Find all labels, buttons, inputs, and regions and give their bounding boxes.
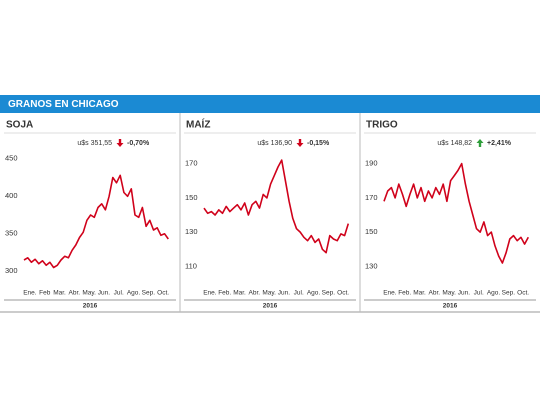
x-tick-label: Ago. <box>307 290 321 297</box>
change: -0,70% <box>127 140 150 147</box>
x-tick-label: Oct. <box>157 290 169 297</box>
x-tick-label: Jul. <box>294 290 304 297</box>
price-line <box>203 159 350 254</box>
panel-title: SOJA <box>6 120 33 131</box>
x-tick-label: May. <box>82 290 96 297</box>
x-tick-label: Sep. <box>142 290 156 297</box>
price-line <box>383 162 530 264</box>
x-tick-label: Ago. <box>127 290 141 297</box>
x-tick-label: Feb <box>39 290 51 297</box>
x-tick-label: Abr. <box>429 290 441 297</box>
y-tick-label: 110 <box>185 261 197 270</box>
x-tick-label: Jul. <box>114 290 124 297</box>
y-tick-label: 450 <box>5 154 18 163</box>
y-tick-label: 400 <box>5 191 18 200</box>
y-tick-label: 300 <box>5 266 18 275</box>
x-tick-label: Jun. <box>98 290 110 297</box>
y-tick-label: 170 <box>365 193 378 202</box>
x-tick-label: Jul. <box>474 290 484 297</box>
x-axis-label: 2016 <box>263 303 278 310</box>
x-tick-label: Abr. <box>69 290 81 297</box>
x-tick-label: Feb. <box>218 290 231 297</box>
change: +2,41% <box>487 140 512 147</box>
header-bar <box>0 95 540 113</box>
change: -0,15% <box>307 140 330 147</box>
x-tick-label: May. <box>262 290 276 297</box>
price: u$s 351,55 <box>77 140 112 147</box>
x-tick-label: May. <box>442 290 456 297</box>
x-tick-label: Oct. <box>337 290 349 297</box>
x-tick-label: Jun. <box>278 290 290 297</box>
x-tick-label: Oct. <box>517 290 529 297</box>
y-tick-label: 130 <box>185 227 198 236</box>
price: u$s 136,90 <box>257 140 292 147</box>
trend-arrow <box>476 139 484 147</box>
x-tick-label: Mar. <box>53 290 66 297</box>
price-line <box>23 174 169 269</box>
x-tick-label: Ago. <box>487 290 501 297</box>
x-tick-label: Abr. <box>249 290 261 297</box>
panel-title: TRIGO <box>366 120 398 131</box>
y-tick-label: 150 <box>365 227 378 236</box>
y-tick-label: 350 <box>5 229 18 238</box>
y-tick-label: 190 <box>365 159 378 168</box>
trend-arrow <box>116 139 124 147</box>
y-tick-label: 130 <box>365 261 378 270</box>
x-tick-label: Sep. <box>322 290 336 297</box>
x-tick-label: Sep. <box>502 290 516 297</box>
panel-title: MAÍZ <box>186 118 210 131</box>
x-tick-label: Ene. <box>203 290 217 297</box>
trend-arrow <box>296 139 304 147</box>
x-tick-label: Mar. <box>233 290 246 297</box>
x-tick-label: Mar. <box>413 290 426 297</box>
x-axis-label: 2016 <box>443 303 458 310</box>
y-tick-label: 170 <box>185 159 198 168</box>
y-tick-label: 150 <box>185 193 198 202</box>
x-tick-label: Feb. <box>398 290 411 297</box>
x-tick-label: Jun. <box>458 290 470 297</box>
header-title: GRANOS EN CHICAGO <box>8 99 119 110</box>
x-tick-label: Ene. <box>383 290 397 297</box>
x-tick-label: Ene. <box>23 290 37 297</box>
x-axis-label: 2016 <box>83 303 98 310</box>
price: u$s 148,82 <box>437 140 472 147</box>
